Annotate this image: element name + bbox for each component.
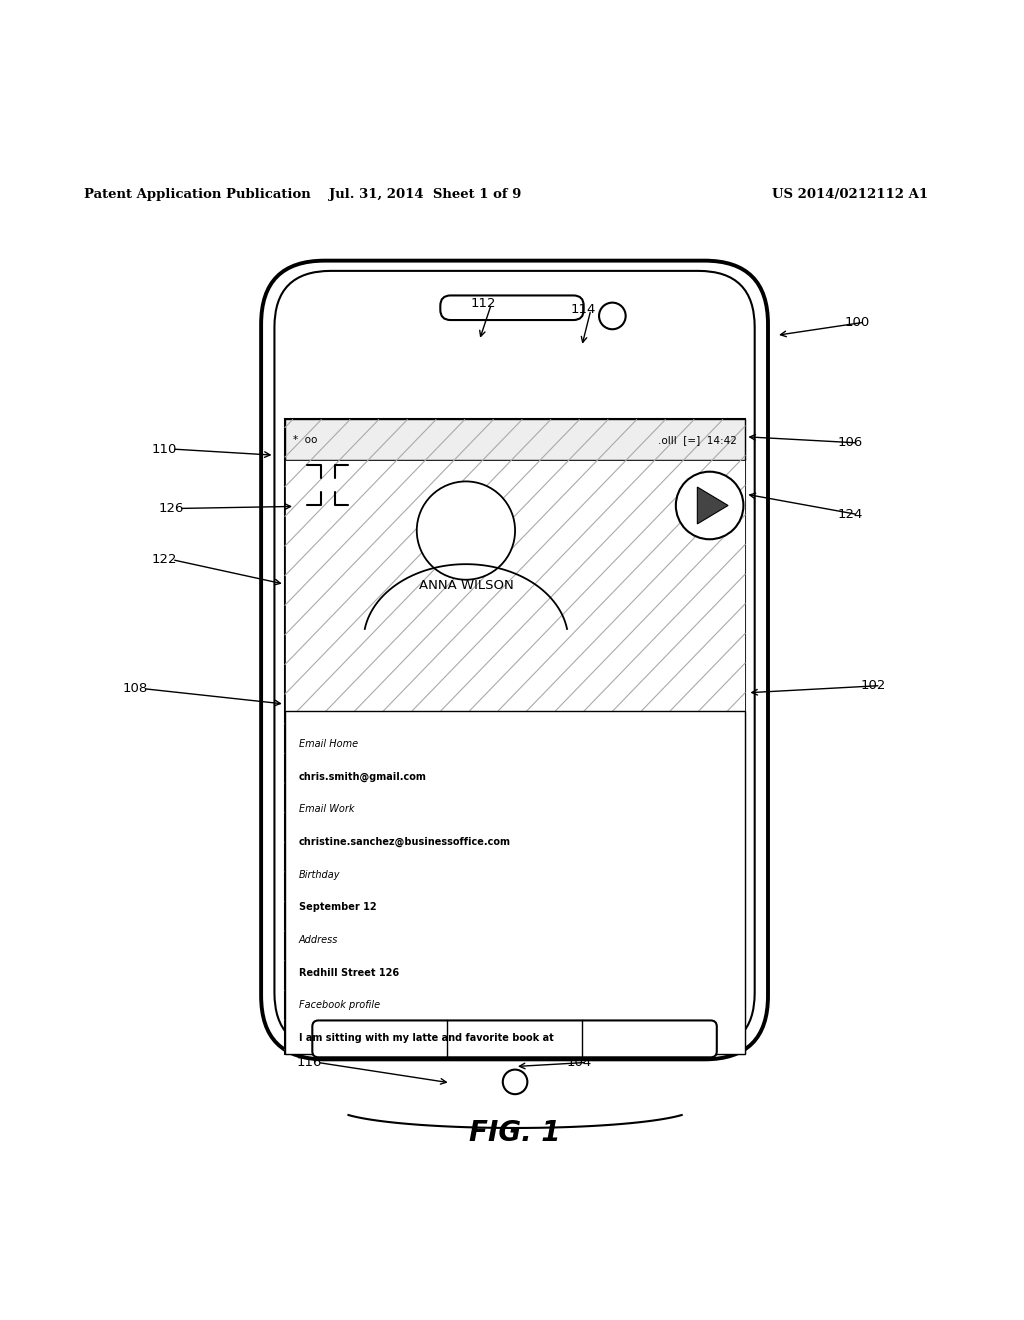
Text: Email Work: Email Work [299, 804, 354, 814]
Text: 126: 126 [159, 502, 184, 515]
Text: Redhill Street 126: Redhill Street 126 [299, 968, 399, 978]
Text: christine.sanchez@businessoffice.com: christine.sanchez@businessoffice.com [299, 837, 511, 847]
Text: 102: 102 [860, 678, 886, 692]
Text: 122: 122 [152, 553, 177, 566]
FancyBboxPatch shape [261, 260, 768, 1060]
Text: 108: 108 [123, 682, 148, 696]
Circle shape [417, 482, 515, 579]
Polygon shape [697, 487, 728, 524]
FancyBboxPatch shape [274, 271, 755, 1049]
Text: *  oo: * oo [293, 434, 317, 445]
Circle shape [503, 1069, 527, 1094]
Text: .oIII  [=]  14:42: .oIII [=] 14:42 [658, 434, 737, 445]
Text: Email Home: Email Home [299, 739, 358, 748]
Bar [285, 420, 745, 1055]
FancyBboxPatch shape [312, 1020, 717, 1057]
Text: Jul. 31, 2014  Sheet 1 of 9: Jul. 31, 2014 Sheet 1 of 9 [329, 187, 521, 201]
Text: 100: 100 [845, 315, 870, 329]
Text: chris.smith@gmail.com: chris.smith@gmail.com [299, 771, 427, 781]
FancyBboxPatch shape [440, 296, 584, 319]
Text: Address: Address [299, 935, 338, 945]
Text: Patent Application Publication: Patent Application Publication [84, 187, 310, 201]
Text: US 2014/0212112 A1: US 2014/0212112 A1 [772, 187, 928, 201]
Text: ANNA WILSON: ANNA WILSON [419, 579, 513, 593]
Text: 110: 110 [152, 442, 177, 455]
Bar [285, 420, 745, 461]
Bar [285, 461, 745, 711]
Bar [285, 711, 745, 1055]
Text: 106: 106 [838, 437, 863, 449]
Text: 112: 112 [471, 297, 497, 310]
Text: 116: 116 [297, 1056, 323, 1069]
Text: 104: 104 [566, 1056, 592, 1069]
Text: Facebook profile: Facebook profile [299, 1001, 380, 1010]
Text: I am sitting with my latte and favorite book at: I am sitting with my latte and favorite … [299, 1034, 554, 1043]
Text: Birthday: Birthday [299, 870, 341, 879]
Text: FIG. 1: FIG. 1 [469, 1119, 561, 1147]
Text: September 12: September 12 [299, 903, 377, 912]
Circle shape [676, 471, 743, 540]
Text: 114: 114 [570, 304, 596, 317]
Circle shape [599, 302, 626, 329]
Text: 124: 124 [838, 508, 863, 521]
